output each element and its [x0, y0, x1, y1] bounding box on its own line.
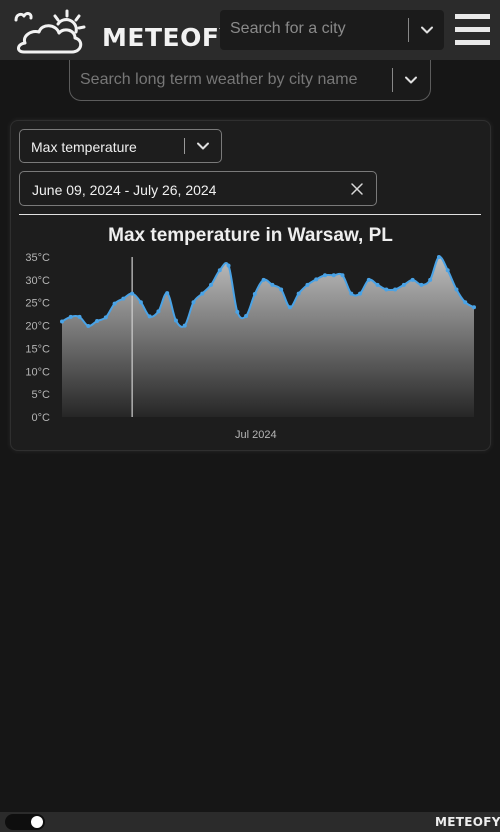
chart-data-point — [296, 291, 301, 296]
theme-toggle-knob — [31, 816, 43, 828]
chart-data-point — [244, 313, 249, 318]
footer-logo: METEOFY — [435, 815, 500, 829]
chart-data-point — [191, 300, 196, 305]
chart-data-point — [322, 273, 327, 278]
chart-data-point — [331, 273, 336, 278]
x-tick-label: Jul 2024 — [235, 429, 277, 441]
chart-data-point — [261, 277, 266, 282]
chart-card: Max temperature June 09, 2024 - July 26,… — [10, 120, 491, 451]
footer: METEOFY — [0, 812, 500, 832]
long-term-search-placeholder: Search long term weather by city name — [80, 71, 358, 88]
chart-data-point — [393, 287, 398, 292]
chart-data-point — [68, 314, 73, 319]
chart-data-point — [156, 309, 161, 314]
chart-data-point — [349, 291, 354, 296]
divider — [19, 214, 481, 215]
chart-data-point — [358, 291, 363, 296]
chart-data-point — [366, 277, 371, 282]
chart-data-point — [410, 277, 415, 282]
y-tick-label: 0°C — [32, 412, 51, 424]
chart-data-point — [121, 296, 126, 301]
chart-data-point — [419, 282, 424, 287]
clear-icon[interactable] — [350, 182, 364, 196]
chart-data-point — [384, 287, 389, 292]
logo-text: METEOFY — [102, 23, 239, 52]
chart-data-point — [217, 268, 222, 273]
chart-data-point — [95, 319, 100, 323]
chart-data-point — [270, 282, 275, 287]
chart-data-point — [314, 277, 319, 282]
y-tick-label: 5°C — [32, 389, 51, 401]
logo[interactable]: METEOFY — [12, 8, 238, 56]
y-tick-label: 20°C — [25, 321, 50, 333]
top-bar: METEOFY Search for a city — [0, 0, 500, 60]
metric-select-value: Max temperature — [31, 139, 137, 155]
chart-data-point — [77, 314, 82, 319]
temperature-chart[interactable]: 0°C 5°C 10°C 15°C 20°C 25°C 30°C 35°C Jul 2024 — [11, 121, 490, 450]
chart-data-point — [209, 282, 214, 287]
chart-data-point — [375, 282, 380, 287]
y-tick-label: 25°C — [25, 298, 50, 310]
chart-data-point — [305, 282, 310, 287]
chart-data-point — [287, 305, 292, 310]
y-tick-label: 10°C — [25, 366, 50, 378]
chart-data-point — [173, 318, 178, 323]
chart-data-point — [235, 309, 240, 314]
chart-data-point — [138, 300, 143, 305]
metric-select-separator — [184, 138, 185, 154]
date-range-picker[interactable]: June 09, 2024 - July 26, 2024 — [19, 171, 377, 206]
chart-data-point — [165, 291, 170, 296]
chart-data-point — [130, 291, 135, 296]
chart-data-point — [226, 263, 231, 268]
chart-data-point — [340, 273, 345, 278]
chart-title: Max temperature in Warsaw, PL — [108, 225, 393, 246]
chevron-down-icon[interactable] — [419, 22, 435, 38]
chart-data-point — [103, 315, 108, 320]
weather-logo-icon — [14, 9, 86, 54]
chart-data-point — [60, 319, 64, 324]
city-search-placeholder: Search for a city — [230, 20, 346, 37]
y-tick-label: 35°C — [25, 252, 50, 264]
long-term-search-separator — [392, 68, 393, 92]
chart-data-point — [200, 291, 205, 296]
chart-data-point — [445, 268, 450, 273]
chart-data-point — [401, 282, 406, 287]
chart-data-point — [86, 324, 91, 329]
city-search-separator — [408, 18, 409, 42]
date-range-value: June 09, 2024 - July 26, 2024 — [32, 182, 217, 198]
chart-data-point — [147, 314, 152, 319]
theme-toggle[interactable] — [5, 814, 45, 830]
chart-data-point — [112, 301, 117, 306]
chevron-down-icon[interactable] — [195, 138, 211, 154]
chart-data-point — [252, 292, 257, 297]
chart-data-point — [463, 300, 468, 305]
y-tick-label: 30°C — [25, 275, 50, 287]
chevron-down-icon[interactable] — [403, 72, 419, 88]
chart-data-point — [428, 277, 433, 282]
hamburger-menu-icon[interactable] — [455, 14, 490, 46]
chart-data-point — [436, 255, 441, 259]
metric-select[interactable]: Max temperature — [19, 129, 222, 163]
city-search-input[interactable]: Search for a city — [220, 10, 444, 50]
chart-data-point — [454, 287, 459, 292]
long-term-search-input[interactable]: Search long term weather by city name — [69, 60, 431, 101]
chart-data-point — [182, 323, 187, 328]
chart-data-point — [279, 287, 284, 292]
y-tick-label: 15°C — [25, 343, 50, 355]
chart-data-point — [472, 305, 476, 310]
